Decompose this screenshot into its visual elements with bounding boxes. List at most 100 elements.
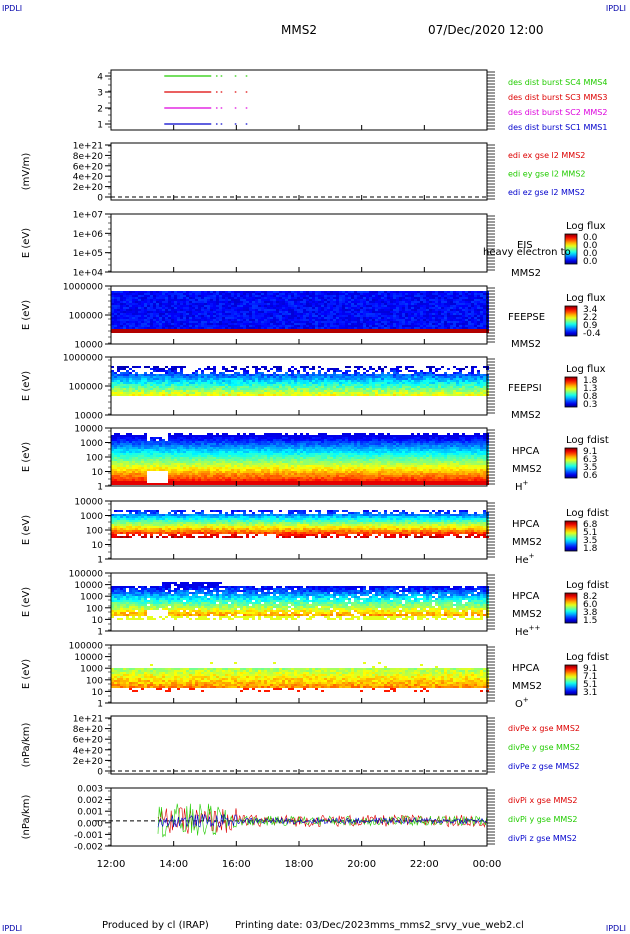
instrument-label: HPCA — [512, 591, 540, 602]
y-tick-label: 10000 — [74, 581, 103, 591]
series-legend-label: divPi y gse MMS2 — [508, 815, 577, 824]
y-axis-label: E (eV) — [21, 587, 32, 617]
x-tick-label: 14:00 — [159, 859, 188, 870]
colorbar — [564, 592, 578, 624]
colorbar-tick-label: 7.1 — [583, 672, 597, 682]
x-tick-label: 16:00 — [222, 859, 251, 870]
colorbar-tick-label: 1.5 — [583, 616, 597, 626]
y-tick-label: 1000 — [80, 593, 103, 603]
colorbar-tick-label: 3.4 — [583, 305, 598, 315]
series-legend-label: des dist burst SC4 MMS4 — [508, 78, 607, 87]
y-tick-label: 3 — [97, 89, 103, 99]
colorbar-tick-label: 6.3 — [583, 455, 597, 465]
y-tick-label: 100 — [86, 527, 103, 537]
series-legend-label: des dist burst SC1 MMS1 — [508, 123, 607, 132]
colorbar-tick-label: 0.0 — [583, 241, 598, 251]
y-tick-label: 1 — [97, 483, 103, 493]
y-tick-label: 1 — [97, 556, 103, 566]
panel-frame — [110, 142, 488, 201]
colorbar-tick-label: 1.3 — [583, 384, 597, 394]
y-tick-label: 4e+20 — [73, 746, 104, 756]
y-tick-label: 10 — [92, 468, 104, 478]
y-tick-label: 1 — [97, 121, 103, 131]
y-tick-label: 8e+20 — [73, 152, 104, 162]
colorbar — [564, 664, 578, 696]
panel-frame — [110, 69, 488, 131]
mission-title: MMS2 — [281, 23, 317, 37]
colorbar-tick-label: 0.3 — [583, 400, 597, 410]
x-tick-label: 12:00 — [97, 859, 126, 870]
colorbar-tick-label: 8.2 — [583, 592, 597, 602]
series-legend-label: divPe z gse MMS2 — [508, 762, 579, 771]
species-label: He++ — [515, 624, 541, 638]
y-axis-label: (nPa/km) — [21, 723, 32, 768]
y-axis-label: E (eV) — [21, 659, 32, 689]
series-legend-label: divPi z gse MMS2 — [508, 834, 577, 843]
colorbar-title: Log flux — [566, 221, 606, 232]
species-charge: + — [523, 479, 529, 487]
colorbar-title: Log flux — [566, 293, 606, 304]
y-tick-label: 1e+21 — [73, 715, 103, 725]
series-legend-label: des dist burst SC2 MMS2 — [508, 108, 607, 117]
panel-frame — [110, 715, 488, 775]
y-tick-label: -0.002 — [74, 843, 103, 853]
spectrogram-image — [111, 366, 489, 396]
colorbar-tick-label: 9.1 — [583, 664, 597, 674]
panel-frame — [110, 213, 488, 273]
colorbar-tick-label: 5.1 — [583, 528, 597, 538]
produced-by: Produced by cl (IRAP) — [102, 920, 209, 931]
colorbar — [564, 376, 578, 408]
y-tick-label: 1e+06 — [73, 230, 104, 240]
instrument-label: HPCA — [512, 519, 540, 530]
colorbar-tick-label: 3.5 — [583, 536, 597, 546]
x-tick-label: 20:00 — [347, 859, 376, 870]
colorbar-tick-label: 3.1 — [583, 688, 597, 698]
y-tick-label: 0 — [97, 768, 103, 778]
corner-label-top-right: IPDLI — [605, 4, 626, 13]
y-tick-label: 1000 — [80, 512, 103, 522]
y-tick-label: 10 — [92, 616, 104, 626]
y-tick-label: 4 — [97, 73, 103, 83]
x-tick-label: 18:00 — [285, 859, 314, 870]
spacecraft-label: MMS2 — [511, 339, 541, 350]
y-axis-label: E (eV) — [21, 442, 32, 472]
series-legend-label: edi ey gse l2 MMS2 — [508, 170, 586, 179]
y-tick-label: 1e+04 — [73, 269, 104, 279]
divpi-series-line — [157, 813, 488, 828]
y-tick-label: 6e+20 — [73, 162, 104, 172]
y-tick-label: 1e+21 — [73, 142, 103, 152]
spectrogram-image — [111, 291, 489, 333]
y-axis-label: E (eV) — [21, 228, 32, 258]
printing-date: Printing date: 03/Dec/2023 — [235, 920, 371, 931]
y-tick-label: 100000 — [69, 312, 104, 322]
y-tick-label: 0.000 — [77, 819, 103, 829]
y-tick-label: 2e+20 — [73, 757, 104, 767]
y-tick-label: 1000 — [80, 439, 103, 449]
series-legend-label: divPe y gse MMS2 — [508, 743, 580, 752]
y-tick-label: 100 — [86, 454, 103, 464]
y-axis-label: (mV/m) — [21, 153, 32, 191]
colorbar-tick-label: 0.8 — [583, 392, 598, 402]
series-legend-label: des dist burst SC3 MMS3 — [508, 93, 607, 102]
y-tick-label: 10000 — [74, 341, 103, 351]
species-charge: + — [529, 552, 535, 560]
corner-label-bottom-left: IPDLI — [2, 924, 23, 933]
y-tick-label: 1000 — [80, 665, 103, 675]
series-legend-label: edi ex gse l2 MMS2 — [508, 151, 585, 160]
colorbar-title: Log fdist — [566, 580, 609, 591]
y-axis-label: E (eV) — [21, 300, 32, 330]
instrument-label: FEEPSI — [508, 383, 542, 394]
colorbar-tick-label: 0.0 — [583, 233, 598, 243]
y-tick-label: 8e+20 — [73, 725, 104, 735]
y-tick-label: 2e+20 — [73, 183, 104, 193]
x-tick-label: 00:00 — [473, 859, 502, 870]
y-tick-label: -0.001 — [74, 831, 103, 841]
colorbar-tick-label: -0.4 — [583, 329, 601, 339]
colorbar — [564, 233, 578, 265]
colorbar-tick-label: 0.6 — [583, 471, 598, 481]
plot-datetime: 07/Dec/2020 12:00 — [428, 23, 544, 37]
species-label: He+ — [515, 552, 535, 566]
colorbar-tick-label: 3.5 — [583, 463, 597, 473]
colorbar-tick-label: 1.8 — [583, 544, 598, 554]
colorbar-tick-label: 0.0 — [583, 249, 598, 259]
